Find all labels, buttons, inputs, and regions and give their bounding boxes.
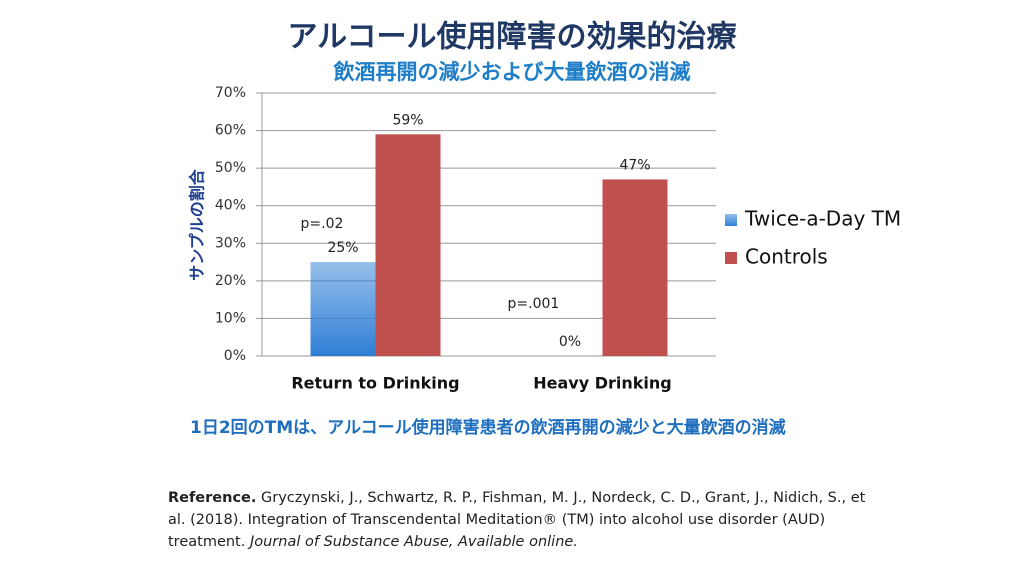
y-tick-label: 0% — [224, 348, 246, 364]
value-label: 47% — [619, 157, 650, 173]
legend-label: Controls — [745, 245, 828, 269]
annotation: p=.02 — [301, 216, 344, 232]
bar — [375, 134, 441, 356]
y-tick-label: 10% — [215, 310, 246, 326]
y-tick-label: 50% — [215, 160, 246, 176]
y-axis-label: サンプルの割合 — [188, 168, 207, 281]
reference-journal: Journal of Substance Abuse, Available on… — [249, 534, 578, 550]
value-label: 0% — [559, 334, 581, 350]
reference-text: Gryczynski, J., Schwartz, R. P., Fishman… — [168, 490, 866, 550]
y-tick-label: 30% — [215, 235, 246, 251]
y-tick-label: 60% — [215, 123, 246, 139]
caption: 1日2回のTMは、アルコール使用障害患者の飲酒再開の減少と大量飲酒の消滅 — [190, 418, 786, 438]
legend-swatch — [725, 252, 737, 264]
y-tick-label: 70% — [215, 85, 246, 101]
y-tick-label: 40% — [215, 198, 246, 214]
x-tick-label: Return to Drinking — [291, 374, 459, 393]
value-label: 25% — [327, 240, 358, 256]
reference-label: Reference. — [168, 490, 257, 506]
bar — [310, 262, 376, 356]
bar — [602, 179, 668, 356]
legend-label: Twice-a-Day TM — [744, 207, 901, 231]
value-label: 59% — [392, 112, 423, 128]
chart: アルコール使用障害の効果的治療 飲酒再開の減少および大量飲酒の消滅 サンプルの割… — [188, 20, 902, 393]
legend-swatch — [725, 214, 737, 226]
chart-title: アルコール使用障害の効果的治療 — [287, 20, 736, 55]
reference: Reference. Gryczynski, J., Schwartz, R. … — [168, 487, 868, 553]
chart-subtitle: 飲酒再開の減少および大量飲酒の消滅 — [333, 60, 691, 84]
annotation: p=.001 — [508, 296, 560, 312]
x-tick-label: Heavy Drinking — [533, 374, 671, 393]
y-tick-label: 20% — [215, 273, 246, 289]
